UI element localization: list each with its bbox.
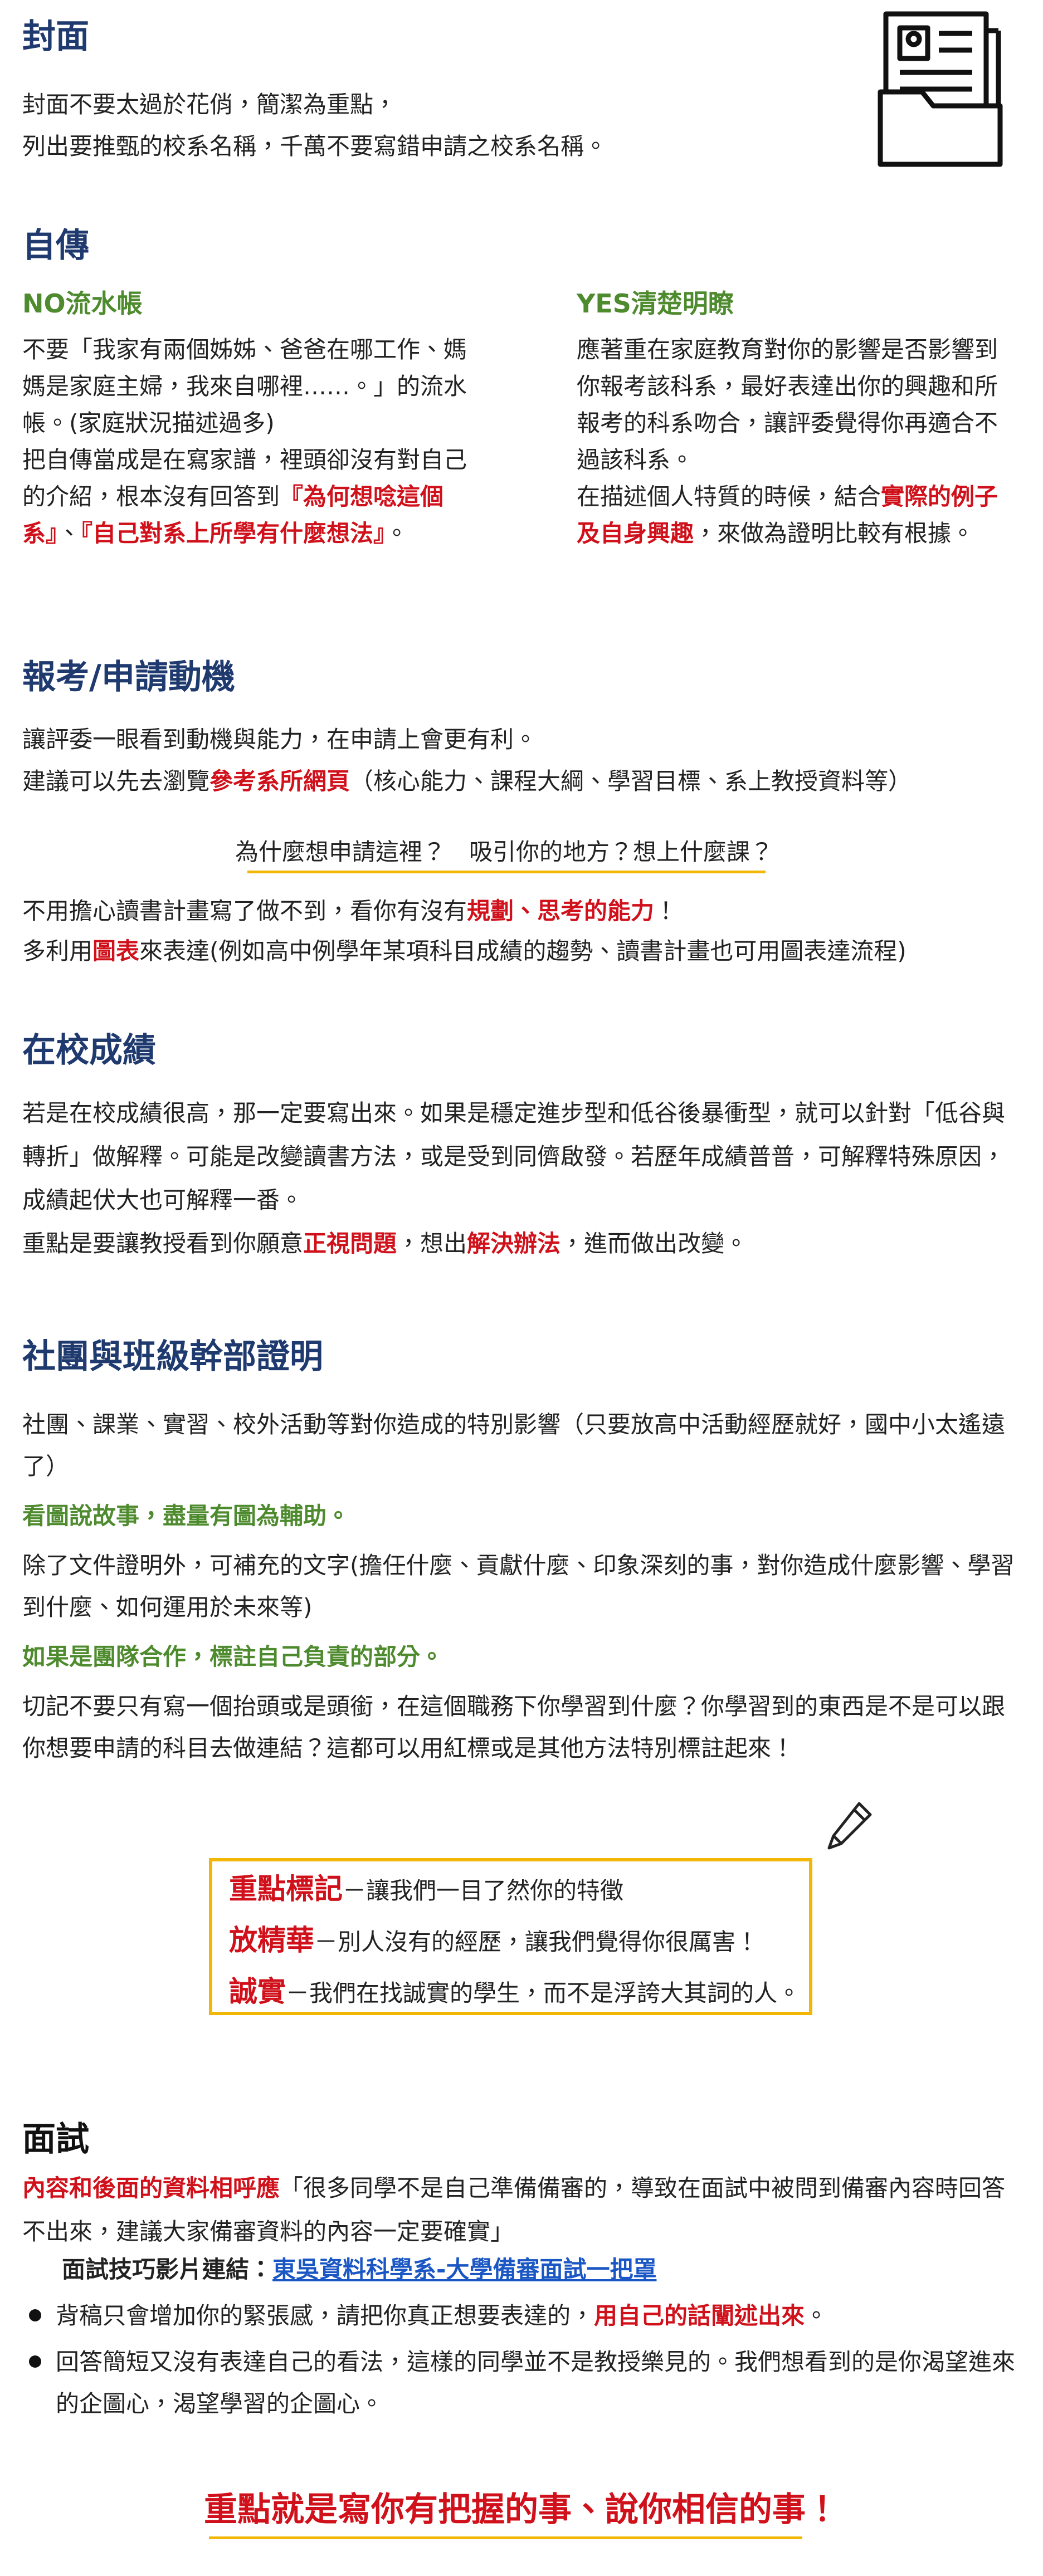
text: 、	[57, 520, 81, 547]
emphasis: 用自己的話闡述出來	[594, 2302, 805, 2329]
folder-icon	[878, 11, 1003, 167]
bullet: 背稿只會增加你的緊張感，請把你真正想要表達的，用自己的話闡述出來。	[22, 2295, 1025, 2337]
text: 社團、課業、實習、校外活動等對你造成的特別影響（只要放高中活動經歷就好，國中小太…	[22, 1411, 1006, 1480]
emphasis: 內容和後面的資料相呼應	[22, 2174, 280, 2202]
paragraph: 在描述個人特質的時候，結合實際的例子及自身興趣，來做為證明比較有根據。	[577, 478, 1017, 552]
paragraph: 若是在校成績很高，那一定要寫出來。如果是穩定進步型和低谷後暴衝型，就可以針對「低…	[22, 1092, 1020, 1265]
emphasis: 參考系所網頁	[209, 768, 350, 795]
text: －別人沒有的經歷，讓我們覺得你很厲害！	[314, 1928, 759, 1956]
text: 回答簡短又沒有表達自己的看法，這樣的同學並不是教授樂見的。我們想看到的是你渴望進…	[56, 2348, 1016, 2417]
paragraph: 內容和後面的資料相呼應「很多同學不是自己準備備審的，導致在面試中被問到備審內容時…	[22, 2167, 1020, 2254]
text: ！	[654, 897, 678, 925]
paragraph: 不用擔心讀書計畫寫了做不到，看你有沒有規劃、思考的能力！ 多利用圖表來表達(例如…	[22, 891, 1020, 971]
text: ，進而做出改變。	[561, 1230, 748, 1257]
emphasis: 『自己對系上所學有什麼想法』	[81, 520, 386, 547]
column: NO流水帳 不要「我家有兩個姊姊、爸爸在哪工作、媽媽是家庭主婦，我來自哪裡……。…	[22, 287, 468, 552]
link-line: 面試技巧影片連結：東吳資料科學系-大學備審面試一把罩	[62, 2253, 656, 2286]
highlight-box: 重點標記－讓我們一目了然你的特徵 放精華－別人沒有的經歷，讓我們覺得你很厲害！ …	[209, 1858, 812, 2015]
question: 為什麼想申請這裡？ 吸引你的地方？想上什麼課？	[235, 838, 773, 866]
text: ，想出	[397, 1230, 467, 1257]
video-link[interactable]: 東吳資料科學系-大學備審面試一把罩	[272, 2256, 657, 2283]
underline	[209, 2536, 802, 2539]
text: 。	[385, 520, 409, 547]
paragraph: 封面不要太過於花俏，簡潔為重點， 列出要推甄的校系名稱，千萬不要寫錯申請之校系名…	[22, 84, 1020, 167]
conclusion: 重點就是寫你有把握的事、說你相信的事！	[204, 2490, 839, 2529]
subheading: NO流水帳	[22, 289, 143, 319]
text: 來表達(例如高中例學年某項科目成績的趨勢、讀書計畫也可用圖表達流程)	[139, 937, 906, 965]
text: 多利用	[22, 937, 93, 965]
text-line: 不用擔心讀書計畫寫了做不到，看你有沒有規劃、思考的能力！	[22, 891, 1020, 931]
emphasis: 圖表	[92, 937, 140, 965]
pencil-icon	[827, 1802, 872, 1850]
column: YES清楚明瞭 應著重在家庭教育對你的影響是否影響到你報考該科系，最好表達出你的…	[577, 287, 1017, 552]
section-title: 自傳	[22, 226, 89, 265]
tip: 看圖說故事，盡量有圖為輔助。	[22, 1502, 350, 1529]
text: －讓我們一目了然你的特徵	[343, 1877, 624, 1904]
text: （核心能力、課程大綱、學習目標、系上教授資料等）	[350, 768, 912, 795]
text: 「很多同學不是自己準備備審的，導致在面試中被問到備審內容時回答不出來，建議大家備…	[22, 2174, 1006, 2245]
tip: 如果是團隊合作，標註自己負責的部分。	[22, 1643, 444, 1670]
section-title: 報考/申請動機	[22, 658, 235, 697]
paragraph: 應著重在家庭教育對你的影響是否影響到你報考該科系，最好表達出你的興趣和所報考的科…	[577, 336, 998, 473]
text: ，來做為證明比較有根據。	[694, 520, 975, 547]
text: 若是在校成績很高，那一定要寫出來。如果是穩定進步型和低谷後暴衝型，就可以針對「低…	[22, 1099, 1006, 1214]
keyword: 重點標記	[229, 1873, 343, 1906]
paragraph: 把自傳當成是在寫家譜，裡頭卻沒有對自己的介紹，根本沒有回答到『為何想唸這個系』、…	[22, 442, 468, 552]
text: 除了文件證明外，可補充的文字(擔任什麼、貢獻什麼、印象深刻的事，對你造成什麼影響…	[22, 1552, 1015, 1621]
section-title: 面試	[22, 2120, 89, 2159]
box-line: 重點標記－讓我們一目了然你的特徵	[229, 1865, 809, 1916]
text: 重點是要讓教授看到你願意正視問題，想出解決辦法，進而做出改變。	[22, 1222, 1020, 1265]
text: －我們在找誠實的學生，而不是浮誇大其詞的人。	[286, 1979, 801, 2007]
box-line: 放精華－別人沒有的經歷，讓我們覺得你很厲害！	[229, 1916, 809, 1967]
section-title: 在校成績	[22, 1031, 156, 1070]
text: 切記不要只有寫一個抬頭或是頭銜，在這個職務下你學習到什麼？你學習到的東西是不是可…	[22, 1693, 1006, 1762]
text: 背稿只會增加你的緊張感，請把你真正想要表達的，	[56, 2302, 594, 2329]
text-line: 讓評委一眼看到動機與能力，在申請上會更有利。	[22, 726, 538, 753]
section-title: 社團與班級幹部證明	[22, 1337, 323, 1376]
emphasis: 實際的例子及自身興趣	[577, 483, 998, 547]
text: 重點是要讓教授看到你願意	[22, 1230, 304, 1257]
emphasis: 規劃、思考的能力	[467, 897, 655, 925]
text: 。	[805, 2302, 828, 2329]
text: 把自傳當成是在寫家譜，裡頭卻沒有對自己的介紹，根本沒有回答到	[22, 446, 467, 510]
text-line: 建議可以先去瀏覽參考系所網頁（核心能力、課程大綱、學習目標、系上教授資料等）	[22, 760, 1020, 802]
keyword: 放精華	[229, 1924, 315, 1957]
paragraph: 社團、課業、實習、校外活動等對你造成的特別影響（只要放高中活動經歷就好，國中小太…	[22, 1404, 1020, 1769]
emphasis: 『為何想唸這個系』	[22, 483, 444, 547]
text-line: 列出要推甄的校系名稱，千萬不要寫錯申請之校系名稱。	[22, 133, 608, 160]
text: 在描述個人特質的時候，結合	[577, 483, 881, 510]
emphasis: 解決辦法	[467, 1230, 561, 1257]
link-label: 面試技巧影片連結：	[62, 2256, 273, 2283]
text-line: 多利用圖表來表達(例如高中例學年某項科目成績的趨勢、讀書計畫也可用圖表達流程)	[22, 931, 1020, 971]
emphasis: 正視問題	[303, 1230, 397, 1257]
paragraph: 不要「我家有兩個姊姊、爸爸在哪工作、媽媽是家庭主婦，我來自哪裡……。」的流水帳。…	[22, 336, 467, 437]
text: 建議可以先去瀏覽	[22, 768, 210, 795]
text: 不用擔心讀書計畫寫了做不到，看你有沒有	[22, 897, 467, 925]
underline	[247, 871, 766, 873]
bullet: 回答簡短又沒有表達自己的看法，這樣的同學並不是教授樂見的。我們想看到的是你渴望進…	[22, 2341, 1025, 2425]
keyword: 誠實	[229, 1976, 286, 2008]
box-line: 誠實－我們在找誠實的學生，而不是浮誇大其詞的人。	[229, 1967, 809, 2018]
paragraph: 讓評委一眼看到動機與能力，在申請上會更有利。 建議可以先去瀏覽參考系所網頁（核心…	[22, 718, 1020, 802]
text-line: 封面不要太過於花俏，簡潔為重點，	[22, 91, 397, 118]
subheading: YES清楚明瞭	[577, 289, 734, 319]
section-title: 封面	[22, 17, 89, 56]
